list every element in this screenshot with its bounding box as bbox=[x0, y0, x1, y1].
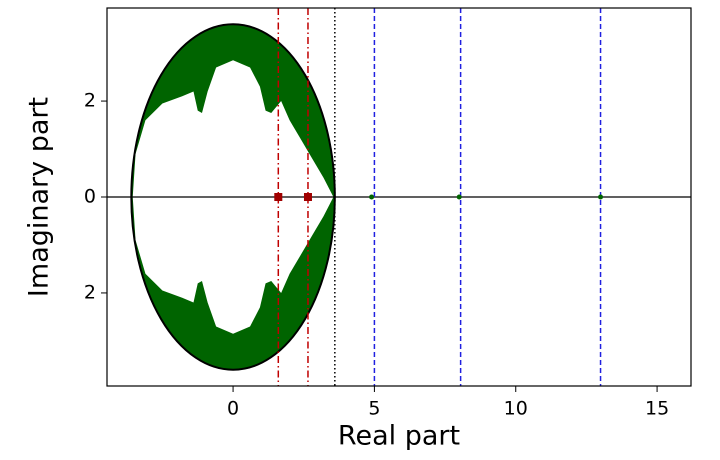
eigenvalue-point bbox=[456, 194, 462, 200]
x-tick-label: 5 bbox=[368, 398, 380, 420]
square-marker bbox=[303, 193, 312, 201]
x-axis-label: Real part bbox=[338, 421, 460, 452]
eigenvalue-point bbox=[369, 194, 375, 200]
x-tick-label: 10 bbox=[504, 398, 528, 420]
x-tick-label: 0 bbox=[227, 398, 239, 420]
x-tick-label: 15 bbox=[645, 398, 669, 420]
square-marker bbox=[274, 193, 283, 201]
y-tick-label: 0 bbox=[84, 186, 96, 208]
y-tick-label: 2 bbox=[84, 281, 96, 303]
y-tick-label: 2 bbox=[84, 90, 96, 112]
y-axis-label: Imaginary part bbox=[24, 97, 55, 297]
eigenvalue-point bbox=[598, 194, 604, 200]
